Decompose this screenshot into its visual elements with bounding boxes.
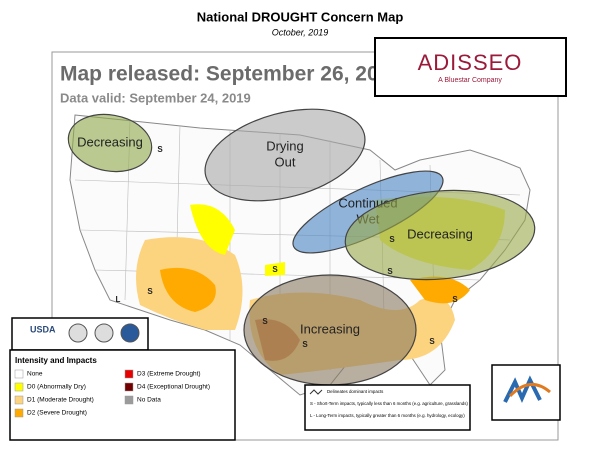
impacts-item: S - Short-Term impacts, typically less t…: [310, 401, 468, 406]
partner-mark: [503, 375, 542, 403]
agency-seal: [68, 323, 88, 343]
impacts-item: Delineates dominant impacts: [327, 389, 384, 394]
concern-region: [344, 189, 536, 281]
agency-logos: USDA: [11, 317, 149, 351]
legend-label: No Data: [137, 397, 161, 404]
legend: Intensity and Impacts None D0 (Abnormally…: [9, 349, 236, 441]
partner-logo: [491, 364, 561, 421]
impact-marker: S: [452, 295, 458, 304]
partner-swoosh: [508, 383, 551, 398]
legend-label: None: [27, 371, 43, 378]
impact-marker: S: [302, 340, 308, 349]
legend-swatch: [14, 395, 24, 405]
impact-line-icon: [309, 389, 323, 395]
title: National DROUGHT Concern Map: [197, 9, 404, 24]
legend-swatch: [124, 382, 134, 392]
legend-label: D4 (Exceptional Drought): [137, 384, 210, 391]
map-released: Map released: September 26, 2019: [60, 63, 402, 86]
legend-swatch: [14, 408, 24, 418]
region-label: Decreasing: [407, 226, 473, 241]
drought-d2: [160, 267, 216, 312]
impact-marker: L: [116, 295, 121, 304]
agency-seal: [94, 323, 114, 343]
impact-marker: S: [272, 265, 278, 274]
logo-box: [374, 37, 567, 97]
drought-d0: [265, 262, 285, 276]
adisseo-logo: ADISSEO A Bluestar Company: [374, 37, 567, 97]
impacts-item: L - Long-Term impacts, typically greater…: [310, 413, 465, 418]
impact-marker: S: [147, 287, 153, 296]
impact-markers: L S S S S S S S S S: [116, 145, 459, 349]
legend-swatch: [14, 369, 24, 379]
drought-d2: [410, 276, 470, 304]
usda-logo: USDA: [30, 324, 56, 334]
legend-box: [9, 349, 236, 441]
legend-label: D3 (Extreme Drought): [137, 371, 201, 378]
region-label: Out: [275, 154, 296, 169]
legend-swatch: [14, 382, 24, 392]
legend-title: Intensity and Impacts: [15, 356, 97, 365]
legend-swatch: [124, 395, 134, 405]
impact-marker: S: [262, 317, 268, 326]
region-label: Increasing: [300, 321, 360, 336]
concern-region: [67, 113, 153, 173]
logo-name: ADISSEO: [418, 50, 523, 75]
map: DecreasingDryingOutContinuedWetDecreasin…: [51, 51, 559, 441]
impact-marker: S: [157, 145, 163, 154]
legend-label: D2 (Severe Drought): [27, 410, 87, 417]
drought-d0: [190, 204, 235, 255]
legend-label: D0 (Abnormally Dry): [27, 384, 86, 391]
logo-tagline: A Bluestar Company: [438, 77, 502, 84]
impact-marker: S: [387, 267, 393, 276]
legend-swatch: [124, 369, 134, 379]
region-label: Drying: [266, 138, 304, 153]
concern-regions: DecreasingDryingOutContinuedWetDecreasin…: [67, 108, 536, 386]
impacts-legend: Delineates dominant impacts S - Short-Ter…: [304, 384, 471, 431]
region-label: Decreasing: [77, 134, 143, 149]
subtitle: October, 2019: [272, 27, 329, 37]
impacts-box: [304, 384, 471, 431]
impact-marker: S: [429, 337, 435, 346]
concern-region: [204, 108, 366, 202]
data-valid: Data valid: September 24, 2019: [60, 90, 251, 105]
impact-marker: S: [389, 235, 395, 244]
legend-label: D1 (Moderate Drought): [27, 397, 94, 404]
agency-seal: [120, 323, 140, 343]
